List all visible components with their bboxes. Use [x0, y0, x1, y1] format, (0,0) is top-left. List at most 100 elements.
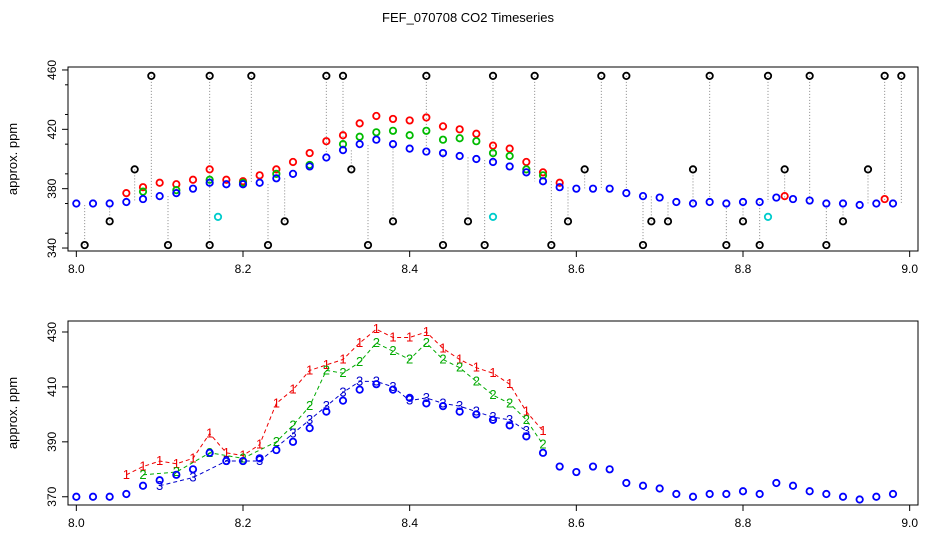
- point-label: 2: [539, 437, 546, 452]
- point-label: 1: [289, 382, 296, 397]
- point-label: 1: [489, 365, 496, 380]
- data-point: [505, 421, 514, 430]
- data-point: [205, 175, 214, 184]
- point-label: 1: [123, 467, 130, 482]
- data-point: [188, 175, 198, 184]
- data-point: [605, 465, 614, 474]
- data-point: [605, 184, 614, 193]
- data-point: [105, 217, 114, 226]
- data-point: [780, 191, 789, 201]
- point-label: 1: [539, 423, 546, 438]
- point-label: 3: [289, 426, 296, 441]
- data-point: [288, 157, 298, 167]
- series-3: [72, 380, 898, 504]
- bottom-y-axis-label: approx. ppm: [5, 377, 20, 449]
- data-point: [663, 217, 673, 226]
- data-point: [738, 217, 748, 226]
- data-point: [255, 178, 264, 187]
- y-tick-label: 340: [45, 238, 59, 258]
- data-point: [238, 180, 248, 189]
- data-point: [522, 157, 531, 167]
- x-tick-label: 8.4: [401, 516, 418, 530]
- data-point: [188, 465, 198, 474]
- data-point: [738, 197, 748, 207]
- top-y-axis-label: approx. ppm: [5, 123, 20, 195]
- data-point: [763, 71, 773, 81]
- data-point: [305, 424, 314, 433]
- data-point: [788, 194, 798, 204]
- data-point: [288, 169, 298, 178]
- data-point: [880, 71, 889, 81]
- data-point: [405, 393, 414, 402]
- top-plot-frame: [67, 66, 919, 252]
- data-point: [147, 71, 156, 81]
- data-point: [405, 131, 414, 140]
- data-point: [488, 212, 498, 221]
- data-point: [872, 492, 881, 501]
- point-label: 3: [356, 373, 363, 388]
- data-point: [638, 191, 648, 201]
- data-point: [838, 199, 848, 208]
- data-point: [272, 165, 281, 174]
- data-point: [288, 437, 298, 446]
- point-label: 1: [456, 351, 463, 366]
- data-point: [363, 240, 373, 250]
- point-label: 3: [323, 398, 330, 413]
- data-point: [272, 445, 281, 455]
- point-label: 3: [406, 393, 413, 408]
- data-point: [322, 153, 331, 162]
- data-point: [163, 240, 173, 250]
- data-point: [555, 462, 564, 471]
- top-panel: 8.0 8.2 8.4 8.6 8.8 9.0 340 380 420 460 approx. p…: [5, 60, 919, 276]
- point-label: 1: [189, 450, 196, 465]
- x-tick-label: 8.8: [735, 262, 752, 276]
- chart-title: FEF_070708 CO2 Timeseries: [382, 10, 554, 25]
- data-point: [347, 165, 356, 174]
- data-point: [688, 199, 698, 208]
- point-label: 2: [389, 343, 396, 358]
- point-label: 2: [323, 362, 330, 377]
- data-point: [555, 178, 564, 187]
- data-point: [522, 165, 531, 174]
- data-point: [172, 189, 181, 198]
- data-point: [588, 462, 598, 471]
- point-label: 2: [473, 373, 480, 388]
- data-point: [488, 157, 498, 167]
- point-label: 2: [456, 360, 463, 375]
- data-point: [822, 199, 831, 208]
- data-point: [247, 71, 256, 81]
- x-tick-label: 8.2: [235, 516, 252, 530]
- data-point: [222, 456, 231, 466]
- data-point: [205, 448, 214, 457]
- data-point: [755, 197, 764, 207]
- data-point: [372, 380, 381, 389]
- data-point: [322, 407, 331, 416]
- data-point: [322, 71, 331, 81]
- data-point: [138, 194, 148, 204]
- data-point: [522, 168, 531, 177]
- data-point: [763, 212, 773, 221]
- data-point: [138, 187, 148, 196]
- x-tick-label: 8.6: [568, 262, 585, 276]
- point-label: 3: [506, 412, 513, 427]
- data-point: [672, 489, 681, 499]
- data-point: [388, 114, 398, 124]
- data-point: [405, 144, 414, 153]
- data-point: [688, 492, 698, 501]
- point-label: 1: [406, 329, 413, 344]
- data-point: [705, 489, 714, 499]
- data-point: [138, 183, 148, 192]
- y-tick-label: 390: [45, 432, 59, 452]
- point-label: 1: [256, 437, 263, 452]
- data-point: [272, 174, 281, 183]
- data-point: [572, 184, 581, 193]
- top-plot-axes: 8.0 8.2 8.4 8.6 8.8 9.0 340 380 420 460: [45, 60, 918, 276]
- series-2: [72, 135, 898, 210]
- data-point: [438, 122, 448, 131]
- data-point: [388, 126, 398, 135]
- point-label: 3: [156, 478, 163, 493]
- data-point: [463, 217, 473, 226]
